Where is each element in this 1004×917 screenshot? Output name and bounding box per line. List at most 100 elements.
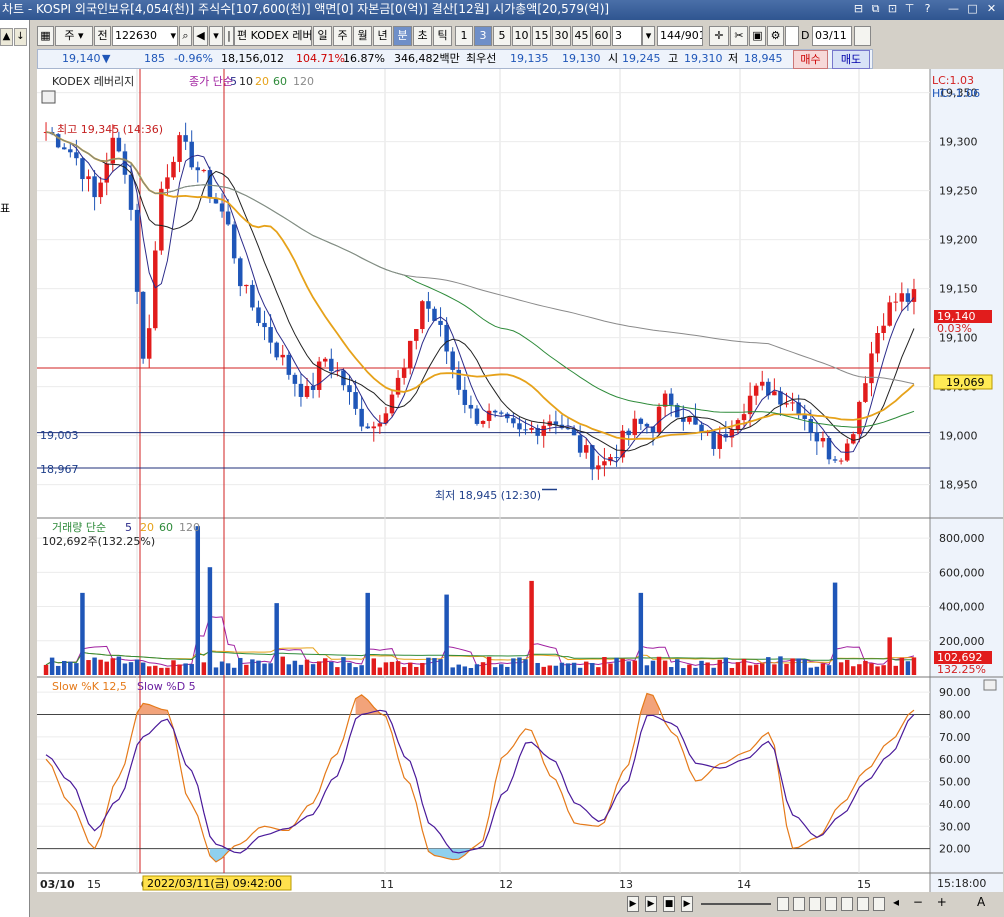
interval-60[interactable]: 60 xyxy=(592,26,611,46)
mode-button[interactable]: 전 xyxy=(94,26,111,46)
buy-button[interactable]: 매수 xyxy=(793,50,828,69)
period-day[interactable]: 일 xyxy=(313,26,332,46)
tools-icon[interactable]: ✂ xyxy=(730,26,748,46)
end-button[interactable]: ▶ xyxy=(681,896,693,912)
interval-45[interactable]: 45 xyxy=(572,26,591,46)
scroll-up-button[interactable]: ▲ xyxy=(0,28,13,46)
calendar-icon[interactable] xyxy=(854,26,871,46)
volume-bar xyxy=(517,657,522,675)
play-button[interactable]: ▶ xyxy=(645,896,657,912)
maximize-icon[interactable]: □ xyxy=(967,2,978,15)
print-icon[interactable] xyxy=(809,897,821,911)
type-select[interactable]: 주 ▾ xyxy=(55,26,93,46)
interval-1[interactable]: 1 xyxy=(455,26,473,46)
interval-10[interactable]: 10 xyxy=(512,26,531,46)
interval-3[interactable]: 3 xyxy=(474,26,492,46)
volume-bar xyxy=(329,661,334,675)
period-minute[interactable]: 분 xyxy=(393,26,412,46)
font-size-button[interactable]: A xyxy=(977,895,986,909)
zoom-slider[interactable] xyxy=(701,903,771,905)
scroll-down-button[interactable]: ↓ xyxy=(14,28,27,46)
volume-bar xyxy=(796,658,801,675)
step-dropdown-icon[interactable]: ▾ xyxy=(642,26,655,46)
sound-dropdown-icon[interactable]: ▾ xyxy=(209,26,223,46)
stoch-overbought-area xyxy=(355,694,380,715)
volume-current: 102,692주(132.25%) xyxy=(42,535,155,548)
candle xyxy=(201,170,207,172)
scroll-left-icon[interactable]: | xyxy=(224,26,234,46)
candle xyxy=(711,431,716,449)
copy-icon[interactable]: ⧉ xyxy=(871,2,880,15)
volume-bar xyxy=(49,657,55,675)
speaker-icon[interactable]: ◀ xyxy=(193,26,208,46)
candle xyxy=(359,408,364,427)
zoom-controls[interactable]: ◂ − + xyxy=(893,895,952,909)
candle xyxy=(110,137,116,164)
grid-toggle-icon[interactable] xyxy=(841,897,853,911)
volume-bar xyxy=(298,664,304,675)
scroll-right-button[interactable]: ▶ xyxy=(627,896,639,912)
volume-bar xyxy=(159,667,164,675)
candle xyxy=(98,182,103,198)
stoch-k-line xyxy=(45,692,915,863)
interval-30[interactable]: 30 xyxy=(552,26,571,46)
interval-15[interactable]: 15 xyxy=(532,26,551,46)
search-icon[interactable]: ⌕ xyxy=(179,26,192,46)
period-second[interactable]: 초 xyxy=(413,26,432,46)
period-year[interactable]: 년 xyxy=(373,26,392,46)
volume-bar xyxy=(577,667,583,675)
volume-bar xyxy=(596,667,601,675)
copy-layout-icon[interactable] xyxy=(777,897,789,911)
help-icon[interactable]: ? xyxy=(924,2,931,15)
period-month[interactable]: 월 xyxy=(353,26,372,46)
page-icon[interactable] xyxy=(793,897,805,911)
candle xyxy=(553,421,559,425)
volume-bar xyxy=(110,658,116,675)
period-tick[interactable]: 틱 xyxy=(433,26,452,46)
stock-name[interactable]: 편 KODEX 레버 xyxy=(234,26,312,46)
date-label: D xyxy=(801,29,810,42)
volume-bar xyxy=(322,658,328,675)
trade-amount: 346,482백만 xyxy=(394,52,460,65)
stoch-tick-label: 60.00 xyxy=(939,753,971,766)
snapshot-icon[interactable] xyxy=(857,897,869,911)
volume-bar xyxy=(238,657,243,675)
volume-tick-label: 800,000 xyxy=(939,532,985,545)
date-input[interactable]: 03/11 xyxy=(812,26,852,46)
candle xyxy=(802,415,807,419)
window-icon[interactable] xyxy=(873,897,885,911)
grid-icon[interactable]: ▦ xyxy=(37,26,54,46)
candle xyxy=(310,385,316,390)
close-icon[interactable]: ✕ xyxy=(986,2,997,15)
candle xyxy=(244,284,249,287)
volume-tick-label: 400,000 xyxy=(939,601,985,614)
stoch-panel-menu-icon[interactable] xyxy=(983,679,997,691)
candle xyxy=(231,224,237,259)
interval-5[interactable]: 5 xyxy=(493,26,511,46)
volume-bar xyxy=(675,659,680,675)
minimize-icon[interactable]: — xyxy=(948,2,959,15)
code-input[interactable]: 122630 ▾ xyxy=(112,26,178,46)
layout-icon[interactable]: ⊟ xyxy=(853,2,864,15)
volume-bar xyxy=(383,662,389,675)
volume-bar xyxy=(377,667,383,675)
step-input[interactable]: 3 xyxy=(612,26,642,46)
period-week[interactable]: 주 xyxy=(333,26,352,46)
stop-button[interactable]: ■ xyxy=(663,896,675,912)
candle xyxy=(596,465,601,470)
stoch-oversold-area xyxy=(428,848,471,860)
restore-panel-icon[interactable]: ⊡ xyxy=(887,2,898,15)
crosshair-icon[interactable]: ✛ xyxy=(709,26,729,46)
settings-icon[interactable]: ⚙ xyxy=(767,26,784,46)
last-price-label: 19,140 xyxy=(937,310,976,323)
volume-bar xyxy=(201,662,207,675)
sell-button[interactable]: 매도 xyxy=(832,50,870,69)
export-icon[interactable] xyxy=(825,897,837,911)
stoch-overbought-area xyxy=(137,703,168,715)
save-icon[interactable]: ▣ xyxy=(749,26,766,46)
candle xyxy=(857,401,862,435)
pin-icon[interactable]: ⊤ xyxy=(904,2,915,15)
chart-area[interactable]: 19,350 19,300 19,250 19,200 19,150 19,100 19,0… xyxy=(37,69,1003,892)
date-checkbox[interactable] xyxy=(785,26,799,46)
panel-settings-icon[interactable] xyxy=(41,90,56,104)
